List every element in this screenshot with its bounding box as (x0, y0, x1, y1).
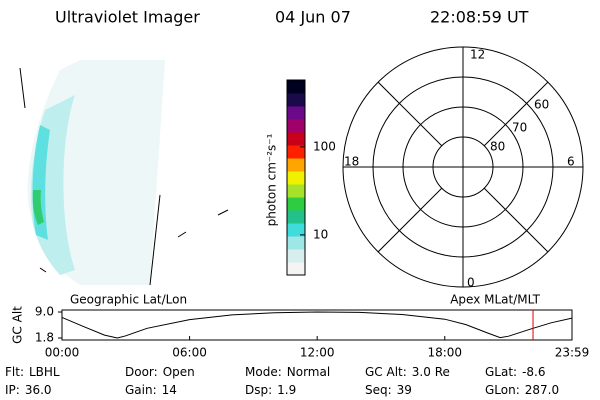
lat-label: 80 (490, 140, 505, 154)
field-label: Dsp: (245, 383, 272, 397)
field-label: Door: (125, 365, 158, 379)
x-tick-label: 00:00 (45, 346, 80, 360)
field-label: IP: (5, 383, 20, 397)
field-value: -8.6 (522, 365, 545, 379)
colorbar-tick-label: 100 (313, 139, 336, 153)
field-value: LBHL (29, 365, 60, 379)
field-label: GC Alt: (365, 365, 407, 379)
status-field: GC Alt: 3.0 Re (365, 365, 450, 379)
colorbar-band (287, 223, 305, 237)
field-label: GLat: (485, 365, 517, 379)
status-field: Seq: 39 (365, 383, 412, 397)
field-value: Open (163, 365, 195, 379)
status-field: GLat: -8.6 (485, 365, 546, 379)
x-tick-label: 12:00 (300, 346, 335, 360)
x-tick-label: 23:59 (555, 346, 590, 360)
image (19, 60, 229, 286)
timeline-ylabel: GC Alt (11, 306, 25, 344)
x-tick-label: 06:00 (172, 346, 207, 360)
field-value: 36.0 (25, 383, 52, 397)
status-field: IP: 36.0 (5, 383, 52, 397)
lat-label: 60 (534, 98, 549, 112)
field-value: 1.9 (277, 383, 296, 397)
timeline-left-label: Geographic Lat/Lon (70, 293, 187, 307)
y-tick-label: 9.0 (35, 305, 54, 319)
field-label: Seq: (365, 383, 392, 397)
colorbar-band (287, 197, 305, 211)
field-label: GLon: (485, 383, 520, 397)
colorbar-band (287, 184, 305, 198)
status-field: Gain: 14 (125, 383, 177, 397)
field-value: 14 (162, 383, 177, 397)
colorbar-band (287, 132, 305, 146)
mlt-label: 12 (470, 48, 485, 62)
colorbar-tick-label: 10 (313, 227, 328, 241)
field-value: Normal (287, 365, 330, 379)
colorbar-label: photon cm⁻²s⁻¹ (265, 133, 279, 226)
colorbar-band (287, 106, 305, 120)
lat-label: 70 (512, 121, 527, 135)
colorbar-band (287, 249, 305, 263)
mlt-label: 0 (467, 276, 475, 290)
colorbar-band (287, 80, 305, 94)
colorbar-band (287, 158, 305, 172)
colorbar-band (287, 93, 305, 107)
date: 04 Jun 07 (275, 8, 351, 27)
instrument: Ultraviolet Imager (55, 8, 200, 27)
status-field: GLon: 287.0 (485, 383, 559, 397)
time: 22:08:59 UT (430, 8, 529, 27)
colorbar-band (287, 145, 305, 159)
status-field: Flt: LBHL (5, 365, 60, 379)
colorbar-band (287, 262, 305, 276)
status-field: Dsp: 1.9 (245, 383, 296, 397)
colorbar-band (287, 210, 305, 224)
field-label: Mode: (245, 365, 282, 379)
y-tick-label: 1.8 (35, 331, 54, 345)
status-field: Mode: Normal (245, 365, 330, 379)
colorbar-band (287, 119, 305, 133)
status-field: Door: Open (125, 365, 195, 379)
colorbar-band (287, 171, 305, 185)
field-label: Gain: (125, 383, 157, 397)
field-value: 3.0 Re (412, 365, 450, 379)
field-label: Flt: (5, 365, 24, 379)
field-value: 287.0 (525, 383, 559, 397)
timeline-right-label: Apex MLat/MLT (450, 293, 540, 307)
x-tick-label: 18:00 (427, 346, 462, 360)
colorbar-band (287, 236, 305, 250)
field-value: 39 (397, 383, 412, 397)
mlt-label: 18 (344, 155, 359, 169)
colorbar-frame (286, 79, 306, 276)
mlt-label: 6 (567, 155, 575, 169)
orbit-altitude (61, 311, 573, 339)
polar-grid (342, 46, 584, 288)
